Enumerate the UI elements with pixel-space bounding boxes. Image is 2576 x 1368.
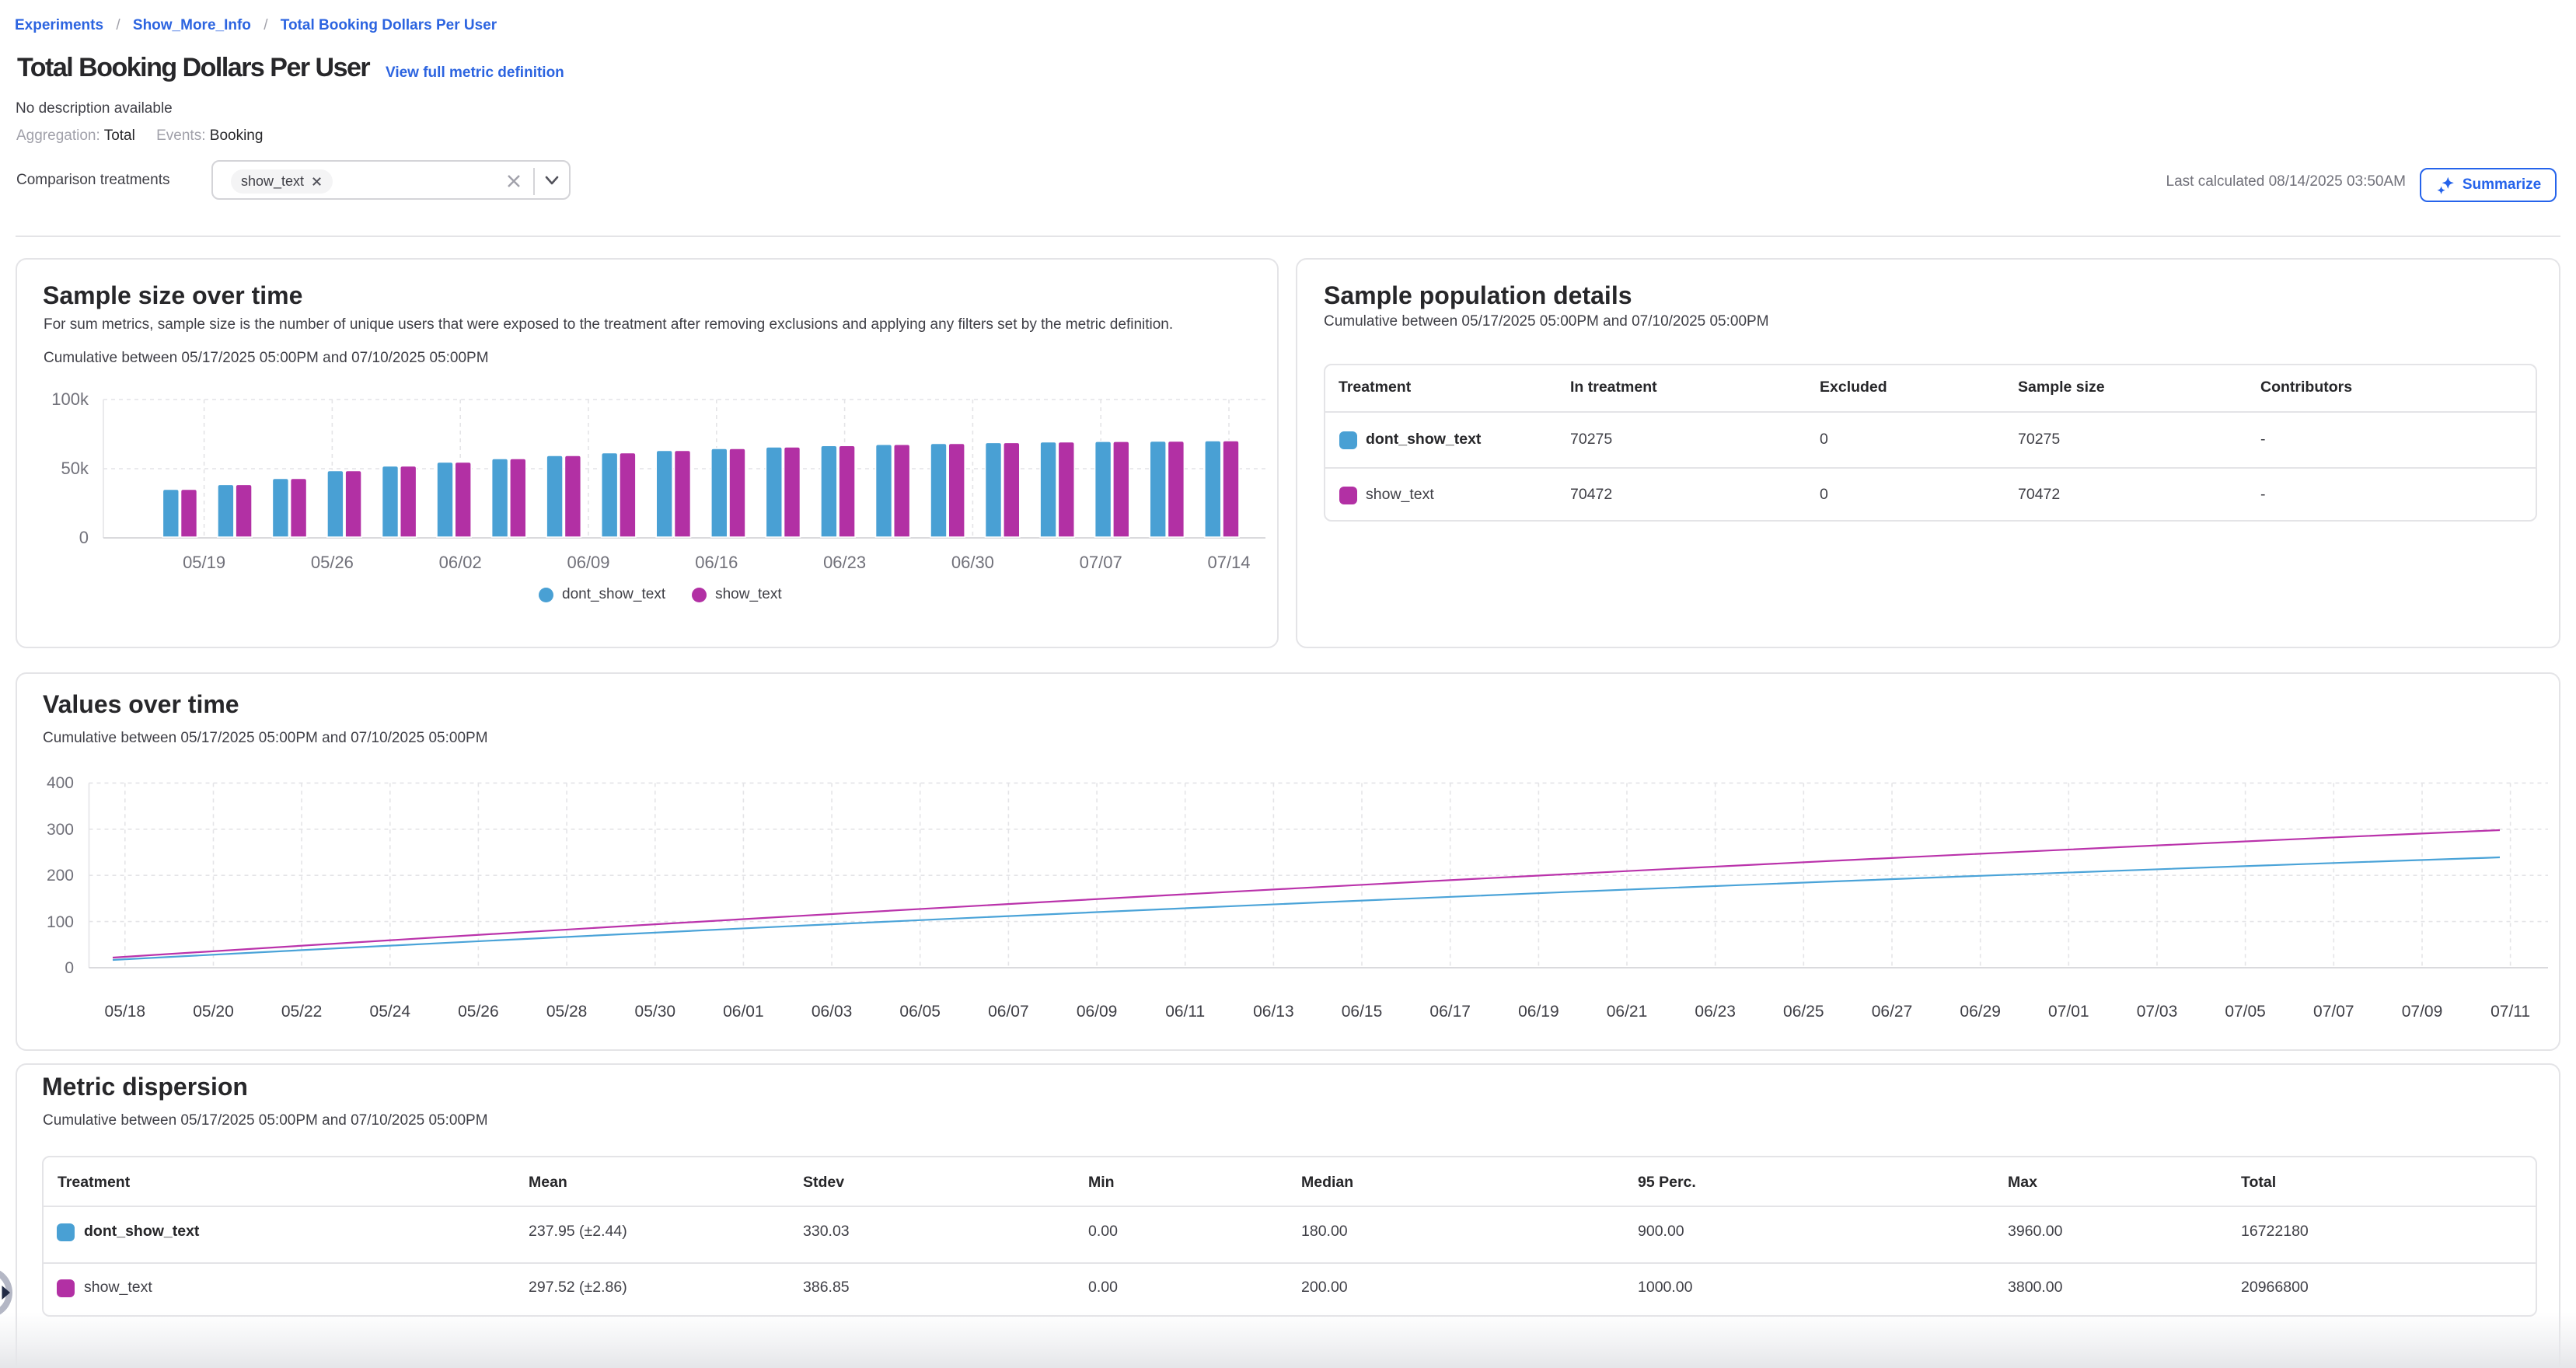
svg-text:06/29: 06/29 — [1960, 1003, 2001, 1021]
svg-text:06/23: 06/23 — [1695, 1003, 1736, 1021]
svg-text:07/01: 07/01 — [2048, 1003, 2089, 1021]
svg-text:06/21: 06/21 — [1607, 1003, 1648, 1021]
svg-text:06/19: 06/19 — [1518, 1003, 1559, 1021]
svg-text:05/18: 05/18 — [105, 1003, 146, 1021]
svg-text:07/03: 07/03 — [2137, 1003, 2178, 1021]
svg-text:06/03: 06/03 — [812, 1003, 853, 1021]
svg-text:06/05: 06/05 — [899, 1003, 941, 1021]
svg-text:06/27: 06/27 — [1872, 1003, 1913, 1021]
svg-text:06/17: 06/17 — [1429, 1003, 1471, 1021]
svg-text:06/09: 06/09 — [567, 553, 609, 572]
svg-text:100k: 100k — [51, 389, 89, 409]
svg-text:06/11: 06/11 — [1165, 1003, 1205, 1021]
svg-text:07/09: 07/09 — [2402, 1003, 2443, 1021]
svg-text:06/13: 06/13 — [1253, 1003, 1294, 1021]
svg-text:06/07: 06/07 — [988, 1003, 1029, 1021]
svg-text:0: 0 — [65, 959, 74, 977]
svg-text:100: 100 — [47, 913, 74, 931]
svg-text:05/28: 05/28 — [546, 1003, 588, 1021]
svg-text:200: 200 — [47, 867, 74, 885]
svg-text:07/07: 07/07 — [2313, 1003, 2354, 1021]
svg-text:05/20: 05/20 — [193, 1003, 234, 1021]
svg-text:05/30: 05/30 — [635, 1003, 676, 1021]
svg-text:06/30: 06/30 — [951, 553, 994, 572]
svg-text:06/02: 06/02 — [439, 553, 482, 572]
svg-text:0: 0 — [79, 528, 89, 547]
svg-text:05/24: 05/24 — [370, 1003, 411, 1021]
svg-text:300: 300 — [47, 821, 74, 839]
svg-text:06/23: 06/23 — [823, 553, 866, 572]
svg-text:07/07: 07/07 — [1080, 553, 1122, 572]
svg-text:06/25: 06/25 — [1783, 1003, 1824, 1021]
svg-text:06/09: 06/09 — [1077, 1003, 1118, 1021]
svg-text:07/14: 07/14 — [1207, 553, 1250, 572]
svg-text:06/16: 06/16 — [695, 553, 738, 572]
svg-text:06/15: 06/15 — [1342, 1003, 1383, 1021]
svg-text:05/19: 05/19 — [183, 553, 225, 572]
svg-text:05/26: 05/26 — [311, 553, 354, 572]
svg-text:07/11: 07/11 — [2490, 1003, 2530, 1021]
svg-text:400: 400 — [47, 774, 74, 792]
svg-text:07/05: 07/05 — [2225, 1003, 2266, 1021]
svg-text:50k: 50k — [61, 459, 89, 478]
svg-text:05/22: 05/22 — [281, 1003, 323, 1021]
svg-text:06/01: 06/01 — [723, 1003, 764, 1021]
svg-text:05/26: 05/26 — [458, 1003, 499, 1021]
